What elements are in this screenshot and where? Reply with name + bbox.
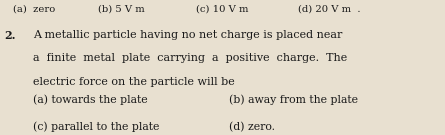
Text: a  finite  metal  plate  carrying  a  positive  charge.  The: a finite metal plate carrying a positive… <box>33 53 348 63</box>
Text: (d) 20 V m  .: (d) 20 V m . <box>298 4 360 13</box>
Text: (a) towards the plate: (a) towards the plate <box>33 94 148 105</box>
Text: (b) 5 V m: (b) 5 V m <box>98 4 145 13</box>
Text: A metallic particle having no net charge is placed near: A metallic particle having no net charge… <box>33 30 343 40</box>
Text: (a)  zero: (a) zero <box>13 4 56 13</box>
Text: (b) away from the plate: (b) away from the plate <box>229 94 358 105</box>
Text: (c) parallel to the plate: (c) parallel to the plate <box>33 122 160 132</box>
Text: 2.: 2. <box>4 30 16 41</box>
Text: (d) zero.: (d) zero. <box>229 122 275 132</box>
Text: electric force on the particle will be: electric force on the particle will be <box>33 77 235 87</box>
Text: (c) 10 V m: (c) 10 V m <box>196 4 248 13</box>
